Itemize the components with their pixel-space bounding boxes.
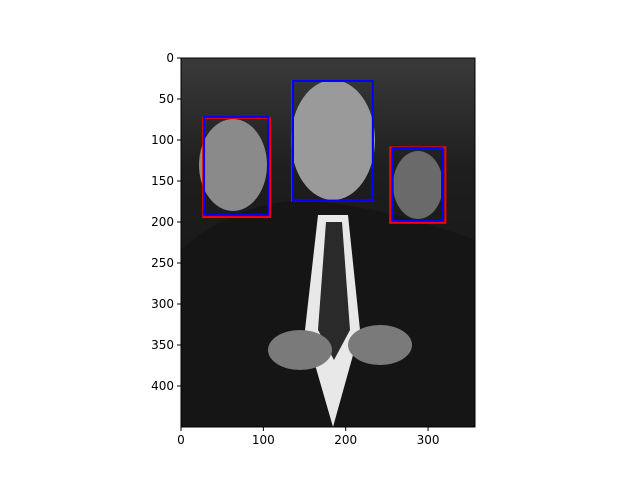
y-tick-label: 300 (151, 297, 174, 311)
x-tick-label: 0 (177, 433, 185, 447)
y-tick-label: 250 (151, 256, 174, 270)
y-tick-label: 150 (151, 174, 174, 188)
y-tick-label: 350 (151, 338, 174, 352)
detection-box (203, 116, 270, 216)
detection-box (292, 79, 374, 202)
detection-box (391, 147, 444, 222)
x-tick-label: 200 (334, 433, 357, 447)
y-tick-label: 200 (151, 215, 174, 229)
x-tick-label: 100 (252, 433, 275, 447)
y-tick-label: 50 (159, 92, 174, 106)
x-tick-label: 300 (417, 433, 440, 447)
photo (181, 58, 475, 427)
axes-frame (180, 57, 476, 428)
y-tick-label: 100 (151, 133, 174, 147)
y-tick-label: 400 (151, 379, 174, 393)
y-tick-label: 0 (166, 51, 174, 65)
